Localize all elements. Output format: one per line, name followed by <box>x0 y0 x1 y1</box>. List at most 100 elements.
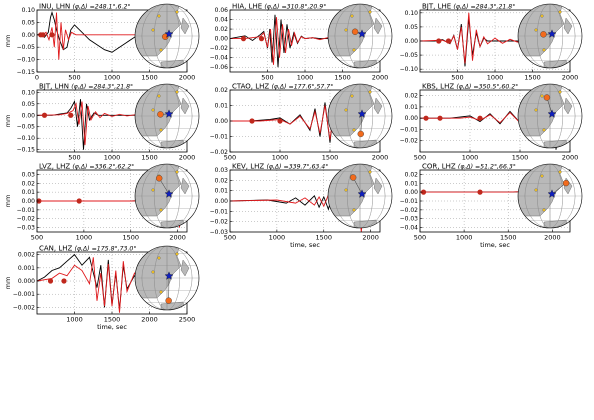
x-tick-label: 1000 <box>487 74 504 82</box>
y-tick-label: −0.02 <box>17 216 36 223</box>
station-dot-icon <box>540 174 544 178</box>
station-dot-icon <box>352 48 356 52</box>
station-channel: CAN, LHZ <box>39 245 75 253</box>
panel-1: 0 500 1000 1500 2000 0.10 0.05 0.00 −0.05 −0.10 −0… <box>4 3 200 82</box>
globe-land <box>135 164 199 228</box>
panel-6: 500 1000 1500 2000 0.02 0.01 0.00 −0.01 −0.02 KBS… <box>400 83 583 162</box>
station-dot-icon <box>175 10 179 14</box>
meridian-line <box>347 84 373 148</box>
ray-path <box>360 113 363 134</box>
y-tick-label: 0.02 <box>22 180 36 187</box>
pick-marker <box>68 112 74 118</box>
station-dot-icon <box>344 108 348 112</box>
pick-marker <box>47 278 54 284</box>
globe-map-inset <box>517 3 583 69</box>
globe-outline <box>517 83 583 149</box>
y-tick-label: −0.03 <box>400 216 419 223</box>
meridian-line <box>154 84 180 148</box>
globe-map-inset <box>327 3 393 69</box>
x-tick-label: 500 <box>68 154 80 162</box>
x-tick-label: 1500 <box>141 74 158 82</box>
pick-marker <box>249 118 255 124</box>
y-tick-label: 0.05 <box>22 101 36 108</box>
globe-map-inset <box>517 83 583 149</box>
station-dot-icon <box>159 48 163 52</box>
azimuth-distance: (φ,Δ) =350.5°,60.2° <box>456 83 518 91</box>
x-tick-label: 1000 <box>66 316 83 324</box>
station-dot-icon <box>151 28 155 32</box>
x-tick-label: 1500 <box>512 154 529 162</box>
x-tick-label: 500 <box>414 154 426 162</box>
pick-marker <box>61 278 67 284</box>
y-tick-label: −0.04 <box>400 225 419 232</box>
x-axis-label: time, sec <box>290 241 320 249</box>
meridian-line <box>334 84 386 148</box>
y-tick-label: 0.00 <box>215 118 229 125</box>
panel-title: KEV, LHZ (φ,Δ) =339.7°,63.4° <box>232 163 328 171</box>
meridian-line <box>524 4 576 68</box>
pick-marker <box>436 38 442 44</box>
globe-outline <box>517 3 583 69</box>
y-tick-label: −0.10 <box>17 57 36 64</box>
azimuth-distance: (φ,Δ) =177.6°,57.7° <box>271 83 333 91</box>
station-dot-icon <box>558 90 562 94</box>
globe-land <box>518 164 582 228</box>
panel-title: CTAO, LHZ (φ,Δ) =177.6°,57.7° <box>232 83 333 91</box>
x-tick-label: 500 <box>224 234 236 242</box>
station-dot-icon <box>540 94 544 98</box>
y-tick-label: 0.06 <box>215 7 229 14</box>
x-tick-label: 1000 <box>76 234 93 242</box>
island-japan <box>180 97 190 115</box>
panel-title: BJT, LHE (φ,Δ) =284.3°,21.8° <box>422 3 515 11</box>
y-tick-label: −0.10 <box>400 66 419 73</box>
x-tick-label: 1500 <box>334 74 351 82</box>
epicenter-star-icon <box>164 109 174 118</box>
pick-marker <box>277 118 283 124</box>
globe-map-inset <box>134 3 200 69</box>
island-japan <box>180 177 190 195</box>
y-tick-label: −0.03 <box>17 225 36 232</box>
y-tick-label: −0.04 <box>210 55 229 62</box>
x-tick-label: 1000 <box>456 234 473 242</box>
y-tick-label: 0.001 <box>18 265 35 272</box>
observed-trace <box>37 99 187 150</box>
y-tick-label: −0.03 <box>210 229 229 236</box>
panel-2: 500 1000 1500 2000 0.06 0.04 0.02 0.00 −0.02 −0.0… <box>210 3 393 82</box>
meridian-line <box>524 84 576 148</box>
x-tick-label: 1000 <box>462 154 479 162</box>
station-marker-icon <box>165 297 172 304</box>
globe-map-inset <box>134 83 200 149</box>
azimuth-distance: (φ,Δ) =284.3°,21.8° <box>71 83 133 91</box>
meridian-line <box>141 164 193 228</box>
station-dot-icon <box>534 188 538 192</box>
y-tick-label: 0.00 <box>405 38 419 45</box>
y-tick-label: 0.002 <box>18 252 35 259</box>
station-channel: KEV, LHZ <box>232 163 266 171</box>
station-marker-icon <box>349 174 357 181</box>
panel-7: 500 1000 1500 2000 0.03 0.02 0.01 0.00 −0.01 −0.0… <box>4 163 200 242</box>
meridian-line <box>537 4 563 68</box>
station-channel: LVZ, LHZ <box>39 163 72 171</box>
y-tick-label: −0.02 <box>210 219 229 226</box>
x-tick-label: 2000 <box>141 316 158 324</box>
globe-map-inset <box>134 245 200 311</box>
station-marker-icon <box>543 94 551 101</box>
x-tick-label: 500 <box>261 74 273 82</box>
island-japan <box>180 17 190 35</box>
epicenter-star-icon <box>164 189 174 198</box>
x-tick-label: 1500 <box>500 234 517 242</box>
globe-land <box>518 84 582 148</box>
epicenter-star-icon <box>547 189 557 198</box>
y-tick-label: −0.15 <box>17 147 36 154</box>
azimuth-distance: (φ,Δ) =248.1°,6.2° <box>73 3 131 11</box>
pick-marker <box>49 32 55 38</box>
station-marker-icon <box>357 130 364 138</box>
station-dot-icon <box>175 170 179 174</box>
station-dot-icon <box>157 256 161 260</box>
x-tick-label: 500 <box>451 74 463 82</box>
azimuth-distance: (φ,Δ) =175.8°,73.0° <box>75 245 137 253</box>
station-dot-icon <box>542 48 546 52</box>
station-marker-icon <box>155 175 163 182</box>
station-dot-icon <box>344 28 348 32</box>
panel-title: INU, LHN (φ,Δ) =248.1°,6.2° <box>39 3 130 11</box>
